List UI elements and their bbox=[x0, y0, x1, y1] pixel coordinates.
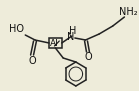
Text: Al: Al bbox=[50, 38, 59, 48]
Bar bbox=[49, 38, 62, 48]
Text: HO: HO bbox=[9, 24, 24, 34]
Text: N: N bbox=[67, 32, 75, 42]
Text: NH₂: NH₂ bbox=[119, 7, 138, 17]
Text: O: O bbox=[85, 52, 92, 62]
Text: O: O bbox=[28, 56, 36, 66]
Text: H: H bbox=[69, 26, 77, 36]
